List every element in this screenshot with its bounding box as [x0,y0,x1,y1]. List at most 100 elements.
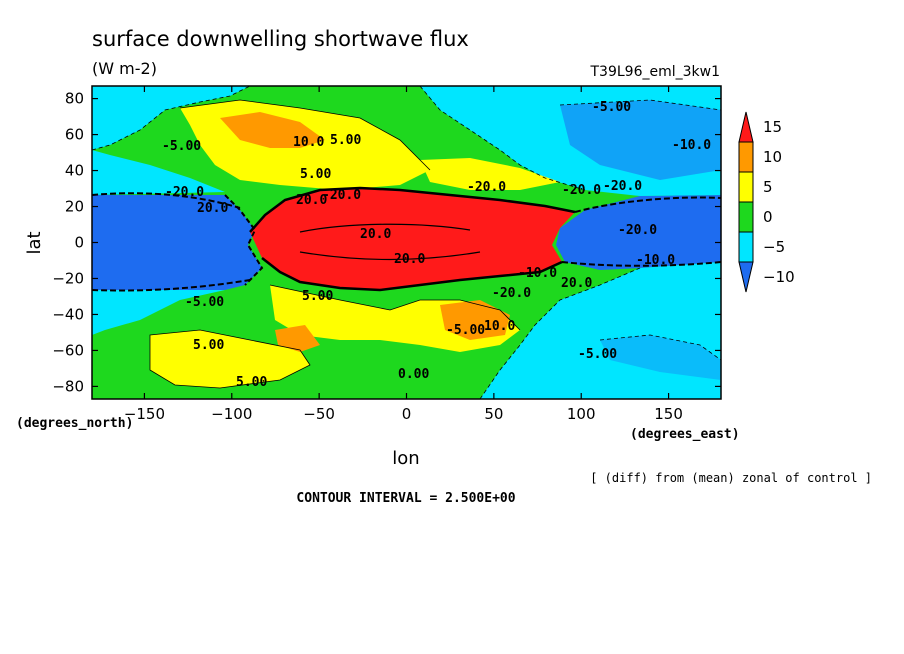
region-yellow-south [270,285,520,352]
contour-label: 5.00 [330,133,361,148]
y-tick-label: 80 [65,90,84,108]
contour-5-north [179,99,431,171]
contour-neg20-west-n [92,192,241,209]
contour-inner-1 [299,223,471,233]
contour-5-south [269,284,521,331]
y-axis-title: lat [24,231,45,254]
contour-neg5-nw [92,86,251,151]
contour-neg20-east-n [574,196,721,213]
colorbar-swatch [738,201,754,233]
y-tick-label: −20 [52,269,84,287]
contour-label: 20.0 [561,276,592,291]
y-tick-label: −80 [52,377,84,395]
contour-neg5-ne [419,86,586,191]
y-tick-label: 0 [74,234,84,252]
contour-label: 5.00 [302,289,333,304]
colorbar-swatch [738,111,754,143]
region-orange-north [220,112,325,148]
contour-label: -20.0 [492,286,531,301]
contour-label: 5.00 [236,375,267,390]
region-cyan-west-n [92,150,225,195]
contour-neg10-ne [559,99,721,111]
colorbar-label: 0 [763,208,773,226]
y-units-label: (degrees_north) [16,416,133,431]
contour-label: 5.00 [193,338,224,353]
contour-label: -5.00 [162,139,201,154]
contour-neg5-se [479,267,641,399]
contour-west-edge [224,194,264,286]
colorbar-label: 5 [763,178,773,196]
contour-20-north [249,186,576,233]
plot-area: -5.00 5.00 10.0 -10.0 -20.0 20.0 -20.0 2… [92,86,721,399]
colorbar-label: −5 [763,238,785,256]
x-axis: −150 −100 −50 0 50 100 150 [124,86,683,423]
contour-label: -20.0 [603,179,642,194]
region-orange-south-west [275,325,320,352]
contour-neg20-east-s [561,261,721,267]
contour-label: -20.0 [322,188,361,203]
region-blue-se-patch [600,335,721,380]
y-axis: 80 60 40 20 0 −20 −40 −60 −80 [52,90,721,395]
colorbar-label: 15 [763,118,782,136]
contour-neg20-west-s [92,279,251,292]
y-tick-label: −60 [52,341,84,359]
region-yellow-north-east [420,158,560,190]
y-tick-label: 20 [65,198,84,216]
region-cyan-sw [92,290,225,335]
contour-label: 20.0 [394,252,425,267]
colorbar-swatch [738,141,754,173]
contour-label: -10.0 [518,266,557,281]
region-blue-west [92,195,262,290]
colorbar-swatch [738,171,754,203]
contour-label: -20.0 [467,180,506,195]
chart-units: (W m-2) [92,59,157,78]
region-blue-ne-patch [560,100,721,180]
colorbar: 15 10 5 0 −5 −10 [738,111,795,293]
contour-label: -10.0 [636,253,675,268]
contour-label: -5.00 [592,100,631,115]
contour-neg10-se [599,334,721,361]
contour-label: -10.0 [672,138,711,153]
colorbar-label: −10 [763,268,795,286]
contour-5-sw [149,329,311,389]
contour-label: -5.00 [185,295,224,310]
x-tick-label: −50 [303,405,335,423]
colorbar-swatch [738,261,754,293]
contour-interval: CONTOUR INTERVAL = 2.500E+00 [296,491,515,506]
contour-label: 10.0 [484,319,515,334]
x-tick-label: 0 [402,405,412,423]
contour-label: -20.0 [165,185,204,200]
contour-label: -20.0 [562,183,601,198]
contour-labels: -5.00 5.00 10.0 -10.0 -20.0 20.0 -20.0 2… [162,100,711,390]
x-units-label: (degrees_east) [630,427,740,442]
x-tick-label: −150 [124,405,165,423]
y-tick-label: −40 [52,305,84,323]
x-tick-label: 100 [567,405,596,423]
region-red-tropics [250,188,575,290]
region-blue-east [556,195,721,270]
contour-label: 20.0 [296,193,327,208]
contour-label: 20.0 [197,201,228,216]
x-tick-label: −100 [211,405,252,423]
contour-20-south [261,257,563,292]
x-tick-label: 150 [654,405,683,423]
region-orange-south [440,300,510,340]
contour-label: 5.00 [300,167,331,182]
contour-label: 20.0 [360,227,391,242]
contour-label: -20.0 [618,223,657,238]
footnote: [ (diff) from (mean) zonal of control ] [590,471,872,485]
contour-lines [92,86,721,399]
colorbar-label: 10 [763,148,782,166]
region-yellow-southwest [150,330,310,388]
y-tick-label: 40 [65,162,84,180]
chart-title: surface downwelling shortwave flux [92,27,469,51]
x-tick-label: 50 [484,405,503,423]
x-axis-title: lon [392,448,419,469]
colorbar-swatch [738,231,754,263]
contour-label: -5.00 [578,347,617,362]
contour-inner-2 [299,251,481,261]
run-name: T39L96_eml_3kw1 [590,64,721,80]
contour-label: -5.00 [446,323,485,338]
